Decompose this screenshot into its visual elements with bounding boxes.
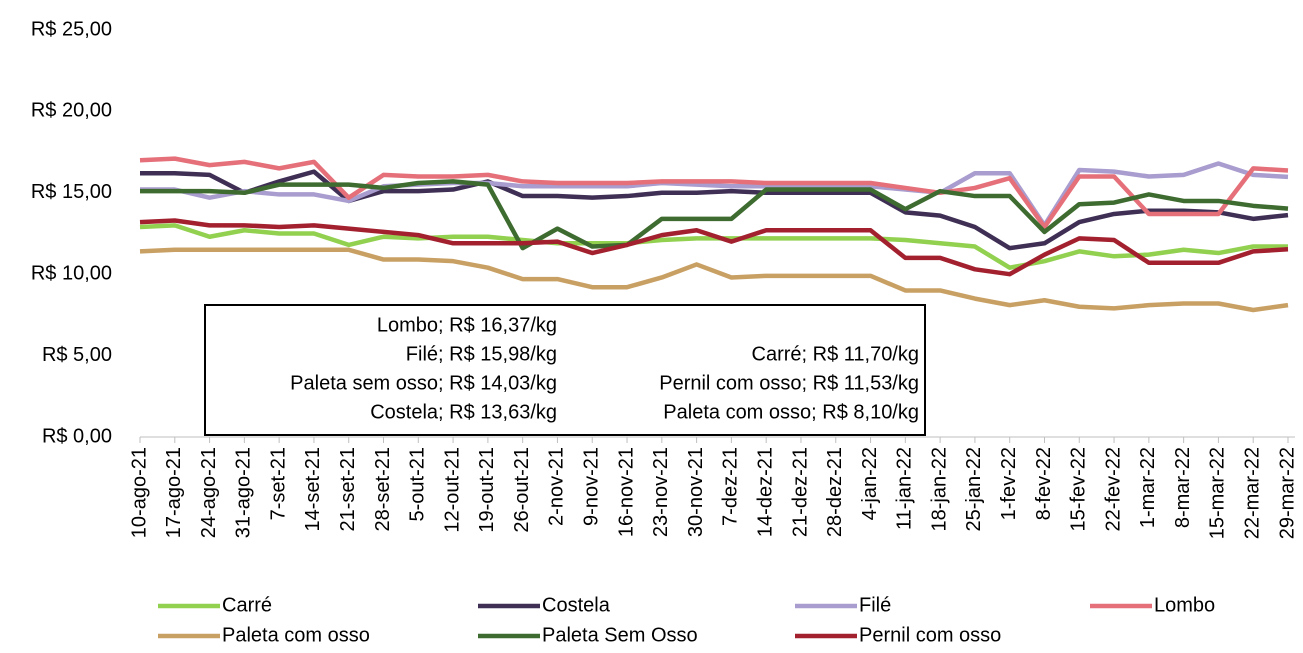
series-line <box>139 156 1289 230</box>
series-line <box>139 247 1289 313</box>
x-tick-label: 22-mar-22 <box>1241 447 1263 539</box>
x-tick-label: 1-fev-22 <box>998 447 1020 520</box>
annotation-text: Paleta com osso; R$ 8,10/kg <box>663 401 919 423</box>
y-tick-label: R$ 25,00 <box>31 18 112 40</box>
x-tick-label: 31-ago-21 <box>233 447 255 538</box>
x-tick-label: 2-nov-21 <box>546 447 568 526</box>
x-tick-label: 26-out-21 <box>511 447 533 533</box>
x-tick-label: 23-nov-21 <box>650 447 672 537</box>
series-line <box>139 223 1288 270</box>
x-tick-label: 22-fev-22 <box>1102 447 1124 532</box>
annotation-box <box>204 304 926 436</box>
x-tick-label: 12-out-21 <box>441 447 463 533</box>
x-tick-label: 11-jan-22 <box>894 447 916 530</box>
y-tick-label: R$ 10,00 <box>31 262 112 284</box>
x-tick-label: 28-set-21 <box>372 447 394 532</box>
x-tick-label: 14-set-21 <box>302 447 324 532</box>
series-line <box>140 161 1289 228</box>
annotation-text: Carré; R$ 11,70/kg <box>752 343 920 365</box>
x-tick-label: 4-jan-22 <box>859 447 881 520</box>
x-tick-label: 25-jan-22 <box>963 447 985 532</box>
x-tick-label: 29-mar-22 <box>1276 447 1298 539</box>
y-tick-label: R$ 15,00 <box>31 181 112 203</box>
x-tick-label: 28-dez-21 <box>824 447 846 537</box>
x-tick-label: 21-set-21 <box>337 447 359 532</box>
legend-label: Filé <box>859 594 891 616</box>
x-tick-label: 17-ago-21 <box>163 447 185 538</box>
y-tick-label: R$ 5,00 <box>42 344 112 366</box>
x-tick-label: 18-jan-22 <box>928 447 950 532</box>
x-tick-label: 5-out-21 <box>407 447 429 522</box>
y-tick-label: R$ 0,00 <box>42 425 112 447</box>
legend-label: Paleta Sem Osso <box>542 624 698 646</box>
x-tick-label: 15-mar-22 <box>1207 447 1229 539</box>
x-tick-label: 21-dez-21 <box>789 447 811 537</box>
annotation-text: Lombo; R$ 16,37/kg <box>377 314 557 336</box>
x-tick-label: 8-fev-22 <box>1033 447 1055 520</box>
legend-label: Carré <box>222 594 272 616</box>
x-tick-label: 7-set-21 <box>267 447 289 520</box>
legend-label: Pernil com osso <box>859 624 1001 646</box>
series-line <box>140 179 1289 251</box>
annotation-text: Paleta sem osso; R$ 14,03/kg <box>290 372 557 394</box>
x-tick-label: 15-fev-22 <box>1068 447 1090 532</box>
x-tick-label: 14-dez-21 <box>754 447 776 537</box>
x-tick-label: 16-nov-21 <box>615 447 637 537</box>
y-tick-label: R$ 20,00 <box>31 100 112 122</box>
annotation-text: Filé; R$ 15,98/kg <box>406 343 557 365</box>
x-tick-label: 8-mar-22 <box>1172 447 1194 528</box>
x-tick-label: 1-mar-22 <box>1137 447 1159 528</box>
x-tick-label: 30-nov-21 <box>685 447 707 537</box>
annotation-text: Pernil com osso; R$ 11,53/kg <box>659 372 919 394</box>
x-tick-label: 10-ago-21 <box>128 447 150 538</box>
x-tick-label: 9-nov-21 <box>581 447 603 526</box>
legend-label: Costela <box>542 594 611 616</box>
annotation-text: Costela; R$ 13,63/kg <box>370 401 557 423</box>
x-tick-label: 19-out-21 <box>476 447 498 533</box>
x-tick-label: 7-dez-21 <box>720 447 742 526</box>
legend-label: Paleta com osso <box>222 624 370 646</box>
legend-label: Lombo <box>1154 594 1215 616</box>
series-line <box>139 218 1289 277</box>
x-tick-label: 24-ago-21 <box>198 447 220 538</box>
